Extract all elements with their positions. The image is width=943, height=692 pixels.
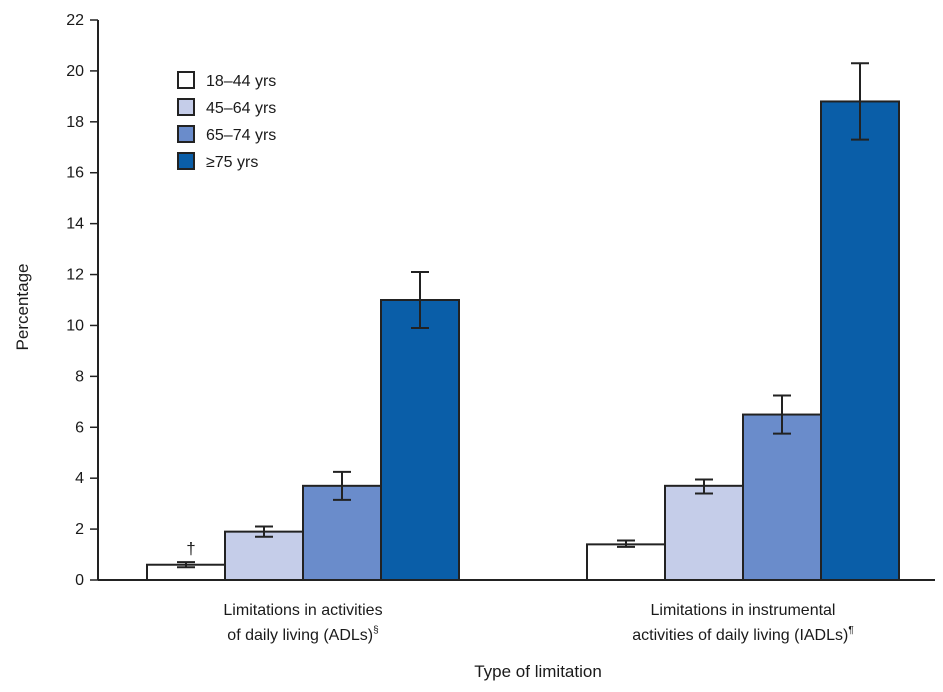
legend-label: 65–74 yrs: [206, 127, 276, 144]
bar: [224, 530, 304, 581]
y-tick-label: 16: [66, 165, 84, 182]
bar: [664, 484, 744, 581]
footnote-symbol: ¶: [848, 625, 853, 636]
y-tick-label: 4: [75, 470, 84, 487]
y-tick-label: 6: [75, 419, 84, 436]
y-axis-title: Percentage: [13, 264, 32, 351]
bar: [586, 543, 666, 582]
y-tick-label: 22: [66, 12, 84, 29]
category-label-line1: Limitations in activities: [223, 602, 382, 619]
y-tick-label: 20: [66, 63, 84, 80]
bar: [820, 100, 900, 581]
footnote-symbol: §: [373, 625, 379, 636]
y-tick-label: 0: [75, 572, 84, 589]
y-tick-label: 10: [66, 317, 84, 334]
legend-swatch: [177, 71, 195, 89]
estimate-flag-marker: †: [186, 539, 195, 558]
category-label-text: of daily living (ADLs): [227, 627, 373, 644]
x-axis-title: Type of limitation: [474, 662, 602, 681]
bar: [742, 413, 822, 581]
category-label-line2: of daily living (ADLs)§: [227, 625, 378, 644]
legend-label: ≥75 yrs: [206, 154, 258, 171]
y-tick-label: 18: [66, 114, 84, 131]
y-tick-label: 8: [75, 368, 84, 385]
legend-swatch: [177, 125, 195, 143]
category-label-line2: activities of daily living (IADLs)¶: [632, 625, 853, 644]
category-label-text: activities of daily living (IADLs): [632, 627, 848, 644]
legend-swatch: [177, 152, 195, 170]
legend-label: 45–64 yrs: [206, 100, 276, 117]
y-tick-label: 12: [66, 267, 84, 284]
y-tick-label: 2: [75, 521, 84, 538]
bar: [380, 299, 460, 581]
y-tick-label: 14: [66, 216, 84, 233]
category-label-line1: Limitations in instrumental: [651, 602, 836, 619]
legend-swatch: [177, 98, 195, 116]
legend-label: 18–44 yrs: [206, 73, 276, 90]
